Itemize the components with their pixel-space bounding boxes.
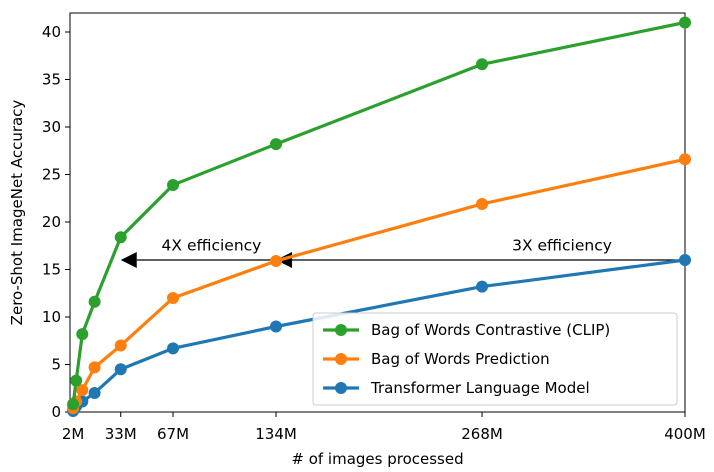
y-tick-label: 35 bbox=[42, 71, 61, 89]
data-point bbox=[270, 320, 283, 333]
y-tick-label: 40 bbox=[42, 23, 61, 41]
data-point bbox=[167, 178, 180, 191]
series bbox=[67, 16, 691, 411]
y-tick-label: 0 bbox=[51, 403, 61, 421]
legend-entry: Bag of Words Contrastive (CLIP) bbox=[371, 321, 610, 339]
y-axis-label: Zero-Shot ImageNet Accuracy bbox=[8, 100, 26, 326]
data-point bbox=[476, 197, 489, 210]
efficiency-label: 3X efficiency bbox=[512, 236, 612, 254]
data-point bbox=[167, 342, 180, 355]
legend-box bbox=[312, 312, 678, 406]
efficiency-annotations: 4X efficiency 3X efficiency bbox=[120, 236, 685, 268]
data-point bbox=[270, 138, 283, 151]
legend-marker bbox=[335, 353, 347, 365]
y-tick-label: 15 bbox=[42, 261, 61, 279]
x-tick-label: 33M bbox=[105, 425, 137, 443]
data-point bbox=[167, 292, 180, 304]
data-point bbox=[679, 16, 691, 29]
legend-marker bbox=[335, 324, 347, 336]
legend-entry: Transformer Language Model bbox=[370, 379, 590, 397]
legend-marker bbox=[335, 382, 347, 394]
data-point bbox=[88, 361, 101, 374]
data-point bbox=[476, 280, 489, 293]
x-axis: 2M 33M 67M 134M 268M 400M bbox=[62, 412, 706, 443]
legend: Bag of Words Contrastive (CLIP) Bag of Wo… bbox=[312, 312, 678, 406]
y-tick-label: 5 bbox=[51, 356, 61, 374]
efficiency-label: 4X efficiency bbox=[162, 236, 262, 254]
data-point bbox=[114, 231, 127, 244]
data-point bbox=[679, 254, 691, 266]
x-tick-label: 67M bbox=[157, 425, 189, 443]
axes-frame bbox=[69, 12, 686, 413]
data-point bbox=[476, 58, 489, 71]
series bbox=[67, 153, 691, 415]
y-tick-label: 10 bbox=[42, 308, 61, 326]
data-point bbox=[88, 387, 101, 399]
data-point bbox=[270, 254, 283, 267]
data-point bbox=[114, 363, 127, 376]
x-tick-label: 268M bbox=[461, 425, 503, 443]
data-point bbox=[70, 374, 83, 387]
data-point bbox=[114, 339, 127, 352]
data-point bbox=[88, 295, 101, 308]
y-tick-label: 30 bbox=[42, 118, 61, 136]
data-point bbox=[76, 328, 89, 341]
x-tick-label: 2M bbox=[62, 425, 85, 443]
data-point bbox=[76, 384, 89, 397]
data-point bbox=[679, 153, 691, 166]
y-tick-label: 20 bbox=[42, 213, 61, 231]
x-axis-label: # of images processed bbox=[291, 450, 463, 468]
y-axis: 0 5 10 15 20 25 30 35 40 bbox=[42, 23, 70, 421]
x-tick-label: 134M bbox=[255, 425, 297, 443]
legend-entry: Bag of Words Prediction bbox=[371, 350, 550, 368]
arrow-head-icon bbox=[120, 252, 137, 268]
series-layer bbox=[67, 16, 691, 418]
data-point bbox=[67, 398, 80, 411]
x-tick-label: 400M bbox=[664, 425, 706, 443]
plot-frame bbox=[69, 12, 686, 413]
y-tick-label: 25 bbox=[42, 166, 61, 184]
